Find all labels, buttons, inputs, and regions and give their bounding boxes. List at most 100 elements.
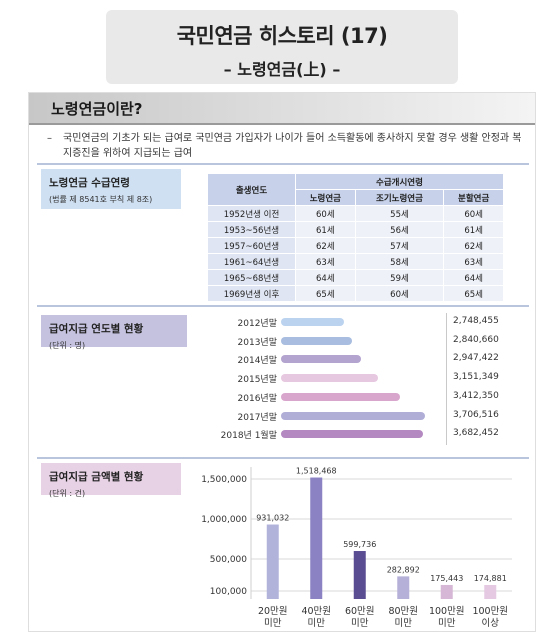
x-category-label: 20만원 xyxy=(258,606,288,617)
divider xyxy=(37,305,529,307)
hbar-category-label: 2016년말 xyxy=(237,393,277,404)
hbar-category-label: 2015년말 xyxy=(237,375,277,386)
hbar-category-label: 2017년말 xyxy=(237,412,277,423)
y-tick-label: 1,500,000 xyxy=(201,475,247,485)
age-table: 출생연도 수급개시연령 노령연금 조기노령연금 분할연금 1952년생 이전 60… xyxy=(207,173,504,302)
col-header: 노령연금 xyxy=(295,189,356,206)
page-subtitle: – 노령연금(上) – xyxy=(223,60,341,79)
birth-cell: 1953~56년생 xyxy=(207,221,296,238)
y-tick-label: 100,000 xyxy=(210,587,247,597)
x-category-label: 미만 xyxy=(351,618,369,629)
hbar-value-label: 2,748,455 xyxy=(453,316,499,326)
age-label-box: 노령연금 수급연령 (법률 제 8541호 부칙 제 8조) xyxy=(41,169,181,209)
hbar-bar xyxy=(281,318,345,326)
vbar xyxy=(353,551,366,599)
amount-chart-svg: 100,000 500,000 1,000,000 1,500,000 931,032 2… xyxy=(201,467,512,629)
age-cell: 65세 xyxy=(295,285,356,302)
hbar-row: 2018년 1월말 3,682,452 xyxy=(197,425,527,443)
amount-label: 급여지급 금액별 현황 xyxy=(49,471,144,483)
hbar-value-label: 2,840,660 xyxy=(453,334,499,345)
table-row: 1957~60년생 62세 57세 62세 xyxy=(207,237,504,254)
x-category-label: 미만 xyxy=(308,618,326,629)
content-panel: 노령연금이란? – 국민연금의 기초가 되는 급여로 국민연금 가입자가 나이가… xyxy=(28,92,536,632)
table-row: 1965~68년생 64세 59세 64세 xyxy=(207,269,504,286)
page-title: 국민연금 히스토리 (17) xyxy=(176,24,388,48)
x-category-label: 미만 xyxy=(395,618,413,629)
hbar-row: 2014년말 2,947,422 xyxy=(197,350,527,368)
section-heading: 노령연금이란? xyxy=(51,100,143,118)
value-separator-line xyxy=(446,313,447,445)
age-cell: 55세 xyxy=(354,205,445,222)
table-row: 1953~56년생 61세 56세 61세 xyxy=(207,221,504,238)
birth-cell: 1952년생 이전 xyxy=(207,205,296,222)
age-cell: 63세 xyxy=(443,253,504,270)
section-header: 노령연금이란? xyxy=(29,93,535,123)
col-header: 조기노령연금 xyxy=(354,189,445,206)
x-category-label: 80만원 xyxy=(388,606,418,617)
year-label: 급여지급 연도별 현황 xyxy=(49,323,144,335)
hbar-bar xyxy=(281,392,401,401)
amount-sublabel: (단위 : 건) xyxy=(49,489,86,498)
age-cell: 58세 xyxy=(354,253,445,270)
vbar-value-label: 282,892 xyxy=(387,565,420,574)
year-label-box: 급여지급 연도별 현황 (단위 : 명) xyxy=(41,315,187,350)
vbar xyxy=(440,584,453,599)
age-cell: 61세 xyxy=(295,221,356,238)
title-box: 국민연금 히스토리 (17) – 노령연금(上) – xyxy=(106,10,458,84)
age-cell: 63세 xyxy=(295,253,356,270)
age-cell: 62세 xyxy=(443,237,504,254)
hbar-value-label: 3,682,452 xyxy=(453,428,499,439)
definition-dash: – xyxy=(47,133,52,144)
age-cell: 60세 xyxy=(354,285,445,302)
x-category-label: 100만원 xyxy=(429,606,465,617)
y-tick-label: 1,000,000 xyxy=(201,515,247,525)
hbar-row: 2012년말 2,748,455 xyxy=(197,313,527,331)
amount-label-box: 급여지급 금액별 현황 (단위 : 건) xyxy=(41,463,181,498)
age-cell: 61세 xyxy=(443,221,504,238)
vbar-value-label: 174,881 xyxy=(474,574,507,583)
hbar-value-label: 3,706,516 xyxy=(453,409,499,420)
x-category-label: 100만원 xyxy=(472,606,508,617)
x-category-label: 미만 xyxy=(264,618,282,629)
divider xyxy=(37,163,529,165)
table-row: 1961~64년생 63세 58세 63세 xyxy=(207,253,504,270)
hbar-row: 2015년말 3,151,349 xyxy=(197,369,527,387)
header-rule xyxy=(29,123,535,125)
yearly-bar-chart: 2012년말 2,748,455 2013년말 2,840,660 2014년말 2,94… xyxy=(197,313,527,448)
x-category-label: 미만 xyxy=(438,618,456,629)
vbar xyxy=(310,477,323,599)
hbar-value-label: 3,151,349 xyxy=(453,372,499,383)
age-cell: 64세 xyxy=(295,269,356,286)
year-sublabel: (단위 : 명) xyxy=(49,341,86,350)
vbar xyxy=(266,524,279,599)
age-cell: 64세 xyxy=(443,269,504,286)
hbar-bar xyxy=(281,411,426,420)
group-header: 수급개시연령 xyxy=(295,173,504,190)
birth-cell: 1969년생 이후 xyxy=(207,285,296,302)
vbar xyxy=(397,576,410,599)
amount-bar-chart: 100,000 500,000 1,000,000 1,500,000 931,032 2… xyxy=(177,465,517,633)
age-cell: 59세 xyxy=(354,269,445,286)
x-category-label: 이상 xyxy=(482,618,500,629)
age-sublabel: (법률 제 8541호 부칙 제 8조) xyxy=(49,195,153,204)
hbar-row: 2017년말 3,706,516 xyxy=(197,407,527,425)
table-row: 1969년생 이후 65세 60세 65세 xyxy=(207,285,504,302)
age-cell: 65세 xyxy=(443,285,504,302)
vbar-value-label: 1,518,468 xyxy=(296,467,337,476)
age-cell: 56세 xyxy=(354,221,445,238)
x-category-label: 40만원 xyxy=(301,606,331,617)
hbar-bar xyxy=(281,430,424,439)
hbar-value-label: 2,947,422 xyxy=(453,353,499,364)
x-category-label: 60만원 xyxy=(345,606,375,617)
hbar-bar xyxy=(281,336,352,345)
hbar-category-label: 2014년말 xyxy=(237,356,277,367)
birth-cell: 1957~60년생 xyxy=(207,237,296,254)
hbar-value-label: 3,412,350 xyxy=(453,390,499,401)
vbar xyxy=(484,585,497,599)
age-cell: 60세 xyxy=(295,205,356,222)
hbar-bar xyxy=(281,374,379,383)
definition-text: – 국민연금의 기초가 되는 급여로 국민연금 가입자가 나이가 들어 소득활동… xyxy=(47,131,527,161)
vbar-value-label: 175,443 xyxy=(430,574,463,583)
age-cell: 62세 xyxy=(295,237,356,254)
definition-body: 국민연금의 기초가 되는 급여로 국민연금 가입자가 나이가 들어 소득활동에 … xyxy=(63,133,522,159)
